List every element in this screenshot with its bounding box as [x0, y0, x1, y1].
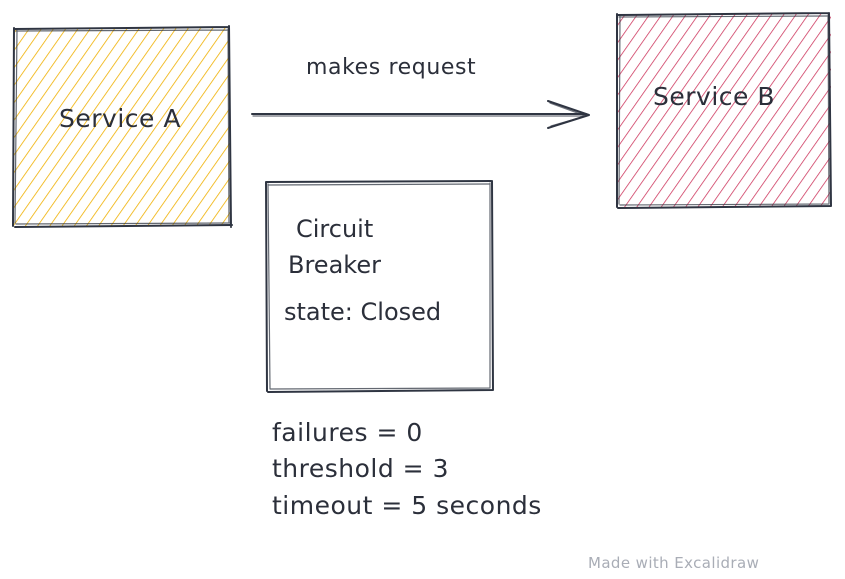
timeout-note: timeout = 5 seconds — [272, 491, 542, 520]
service-a-label: Service A — [59, 104, 181, 133]
circuit-breaker-title-line-1: Circuit — [296, 215, 374, 243]
service-b-box[interactable] — [616, 12, 832, 209]
failures-note: failures = 0 — [272, 418, 423, 447]
request-arrow-label: makes request — [306, 55, 477, 80]
circuit-breaker-state: state: Closed — [284, 298, 442, 326]
service-b-label: Service B — [653, 82, 775, 111]
circuit-breaker-title: Circuit Breaker — [288, 211, 381, 283]
excalidraw-watermark: Made with Excalidraw — [588, 554, 760, 572]
circuit-breaker-box[interactable] — [265, 180, 494, 393]
service-a-box[interactable] — [12, 25, 233, 228]
circuit-breaker-title-line-2: Breaker — [288, 251, 381, 279]
request-arrow — [251, 100, 590, 129]
threshold-note: threshold = 3 — [272, 454, 449, 483]
